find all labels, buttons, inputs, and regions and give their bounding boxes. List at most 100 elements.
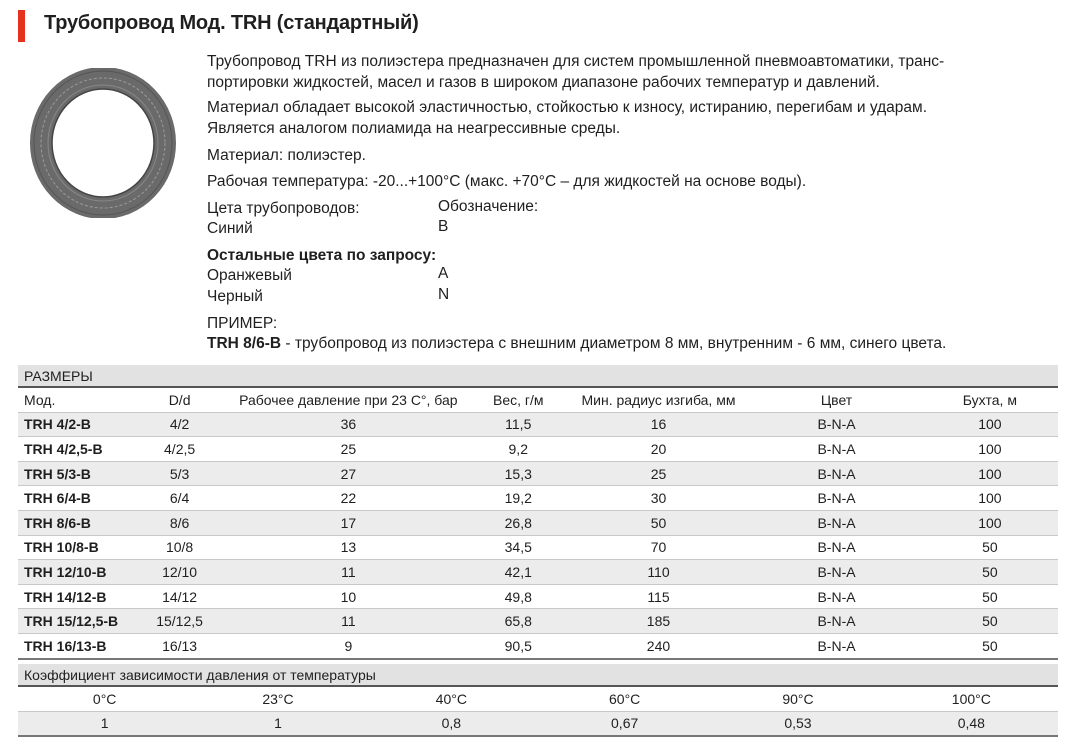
color-name: Синий: [207, 220, 253, 237]
table-cell: 4/2: [133, 412, 226, 438]
table-cell: 16: [565, 412, 752, 438]
table-row: TRH 14/12-B 14/12 10 49,8 115 B-N-A 50: [18, 584, 1058, 610]
table-cell: 17: [225, 510, 471, 536]
table-cell: B-N-A: [751, 559, 922, 585]
table-cell: TRH 6/4-B: [18, 485, 134, 511]
table-cell: 19,2: [470, 485, 566, 511]
table-cell: 16/13: [133, 633, 226, 660]
table-cell: 50: [921, 608, 1058, 634]
table-cell: TRH 15/12,5-B: [18, 608, 134, 634]
description-line: Трубопровод TRH из полиэстера предназнач…: [207, 53, 945, 70]
coefficient-values-row: 1 1 0,8 0,67 0,53 0,48: [18, 711, 1058, 738]
table-cell: 25: [565, 461, 752, 487]
description-line: Материал обладает высокой эластичностью,…: [207, 99, 928, 116]
table-cell: TRH 5/3-B: [18, 461, 134, 487]
table-cell: B-N-A: [751, 510, 922, 536]
table-cell: 100: [921, 461, 1058, 487]
page-title: Трубопровод Мод. TRH (стандартный): [44, 12, 419, 34]
table-cell: 50: [921, 584, 1058, 610]
table-cell: 8/6: [133, 510, 226, 536]
column-header: Рабочее давление при 23 С°, бар: [225, 387, 471, 413]
column-header: Мин. радиус изгиба, мм: [565, 387, 752, 413]
table-cell: 65,8: [470, 608, 566, 634]
table-cell: 100: [921, 412, 1058, 438]
coefficients-section-title: Коэффициент зависимости давления от темп…: [18, 664, 1058, 687]
table-cell: 10/8: [133, 535, 226, 561]
table-cell: 6/4: [133, 485, 226, 511]
color-code: A: [438, 265, 449, 282]
table-cell: 10: [225, 584, 471, 610]
column-header: Вес, г/м: [470, 387, 566, 413]
table-cell: 25: [225, 436, 471, 462]
table-cell: 90°C: [711, 686, 885, 712]
description-line: портировки жидкостей, масел и газов в ши…: [207, 74, 880, 91]
table-cell: 23°C: [191, 686, 365, 712]
table-cell: 110: [565, 559, 752, 585]
table-cell: 100°C: [884, 686, 1058, 712]
table-cell: 40°C: [364, 686, 538, 712]
table-cell: TRH 16/13-B: [18, 633, 134, 660]
table-cell: 1: [18, 711, 192, 738]
table-cell: TRH 12/10-B: [18, 559, 134, 585]
table-row: TRH 4/2,5-B 4/2,5 25 9,2 20 B-N-A 100: [18, 436, 1058, 462]
table-cell: 11: [225, 608, 471, 634]
table-cell: 14/12: [133, 584, 226, 610]
table-cell: TRH 8/6-B: [18, 510, 134, 536]
table-cell: 34,5: [470, 535, 566, 561]
temperature-row: 0°C 23°C 40°C 60°C 90°C 100°C: [18, 686, 1058, 712]
table-cell: 90,5: [470, 633, 566, 660]
table-row: TRH 8/6-B 8/6 17 26,8 50 B-N-A 100: [18, 510, 1058, 536]
example-code: TRH 8/6-B: [207, 335, 282, 352]
example-label: ПРИМЕР:: [207, 315, 278, 332]
table-cell: 49,8: [470, 584, 566, 610]
table-cell: 11,5: [470, 412, 566, 438]
table-cell: 1: [191, 711, 365, 738]
table-cell: 26,8: [470, 510, 566, 536]
table-cell: 15,3: [470, 461, 566, 487]
column-header: Мод.: [18, 387, 134, 413]
table-cell: 9: [225, 633, 471, 660]
table-cell: 50: [565, 510, 752, 536]
table-cell: TRH 4/2,5-B: [18, 436, 134, 462]
sizes-table: РАЗМЕРЫ Мод. D/d Рабочее давление при 23 С…: [18, 365, 1058, 660]
table-cell: B-N-A: [751, 461, 922, 487]
table-cell: 50: [921, 633, 1058, 660]
table-cell: B-N-A: [751, 412, 922, 438]
tube-coil-image: [30, 68, 176, 218]
table-row: TRH 6/4-B 6/4 22 19,2 30 B-N-A 100: [18, 485, 1058, 511]
table-row: TRH 4/2-B 4/2 36 11,5 16 B-N-A 100: [18, 412, 1058, 438]
coefficients-table: Коэффициент зависимости давления от темп…: [18, 664, 1058, 738]
table-row: TRH 5/3-B 5/3 27 15,3 25 B-N-A 100: [18, 461, 1058, 487]
table-row: TRH 16/13-B 16/13 9 90,5 240 B-N-A 50: [18, 633, 1058, 660]
example-text: TRH 8/6-B - трубопровод из полиэстера с …: [207, 333, 946, 354]
table-cell: 0,53: [711, 711, 885, 738]
table-cell: 0°C: [18, 686, 192, 712]
table-cell: 240: [565, 633, 752, 660]
table-cell: B-N-A: [751, 584, 922, 610]
table-cell: TRH 4/2-B: [18, 412, 134, 438]
example-description: - трубопровод из полиэстера с внешним ди…: [281, 335, 947, 352]
colors-label: Цета трубопроводов:: [207, 200, 360, 217]
color-name: Оранжевый: [207, 267, 292, 284]
table-row: TRH 15/12,5-B 15/12,5 11 65,8 185 B-N-A 50: [18, 608, 1058, 634]
table-cell: B-N-A: [751, 608, 922, 634]
table-cell: TRH 14/12-B: [18, 584, 134, 610]
sizes-header-row: Мод. D/d Рабочее давление при 23 С°, бар Ве…: [18, 387, 1058, 413]
table-cell: 70: [565, 535, 752, 561]
table-cell: 100: [921, 436, 1058, 462]
table-cell: 9,2: [470, 436, 566, 462]
table-row: TRH 12/10-B 12/10 11 42,1 110 B-N-A 50: [18, 559, 1058, 585]
column-header: D/d: [133, 387, 226, 413]
table-cell: 185: [565, 608, 752, 634]
color-name: Черный: [207, 288, 263, 305]
column-header: Бухта, м: [921, 387, 1058, 413]
designation-label: Обозначение:: [438, 198, 539, 215]
table-cell: 36: [225, 412, 471, 438]
table-cell: 0,67: [537, 711, 712, 738]
table-cell: 100: [921, 485, 1058, 511]
table-cell: 115: [565, 584, 752, 610]
table-cell: 5/3: [133, 461, 226, 487]
table-cell: 20: [565, 436, 752, 462]
table-cell: 12/10: [133, 559, 226, 585]
table-cell: 27: [225, 461, 471, 487]
